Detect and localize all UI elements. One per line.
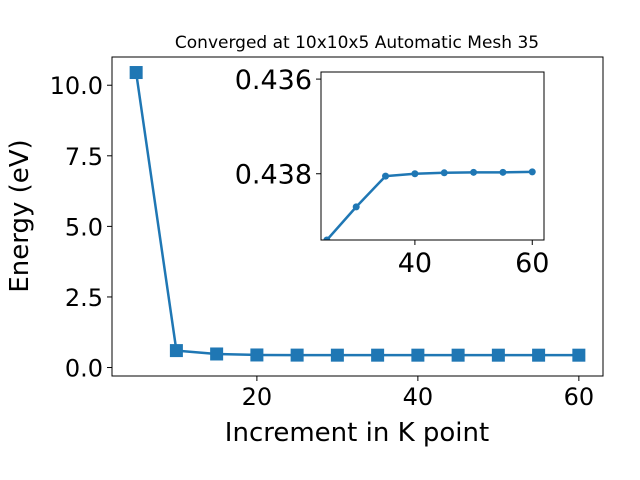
inset-data-point bbox=[470, 168, 478, 176]
main-data-point bbox=[572, 348, 586, 362]
inset-y-tick-label: 0.436 bbox=[235, 65, 312, 96]
main-series-line bbox=[134, 72, 579, 357]
inset-data-point bbox=[411, 170, 419, 178]
main-series bbox=[129, 66, 586, 362]
x-axis-label: Increment in K point bbox=[225, 418, 489, 448]
inset-series-line bbox=[325, 170, 533, 240]
main-data-point bbox=[210, 347, 224, 361]
inset-x-tick-label: 40 bbox=[398, 248, 432, 279]
inset-data-point bbox=[382, 172, 390, 180]
inset-x-tick-label: 60 bbox=[515, 248, 549, 279]
main-data-point bbox=[411, 348, 425, 362]
main-ticks: 20 40 60 0.0 2.5 5.0 7.5 10.0 bbox=[50, 72, 595, 411]
main-data-point bbox=[250, 348, 264, 362]
main-data-point bbox=[451, 348, 465, 362]
main-data-point bbox=[371, 348, 385, 362]
main-y-tick-label: 0.0 bbox=[65, 355, 103, 383]
main-data-point bbox=[330, 348, 344, 362]
main-x-tick-label: 60 bbox=[564, 383, 595, 411]
main-y-tick-label: 10.0 bbox=[50, 72, 103, 100]
main-plot-frame bbox=[111, 56, 604, 377]
inset-plot-frame bbox=[320, 71, 545, 241]
inset-chart: 40 60 0.436 0.438 bbox=[235, 65, 550, 279]
y-axis-label: Energy (eV) bbox=[5, 139, 35, 292]
inset-data-point bbox=[440, 169, 448, 177]
main-chart: Converged at 10x10x5 Automatic Mesh 35 I… bbox=[5, 33, 604, 448]
inset-data-point bbox=[352, 203, 360, 211]
inset-ticks: 40 60 0.436 0.438 bbox=[235, 65, 550, 279]
main-data-point bbox=[129, 66, 143, 80]
inset-data-point bbox=[323, 236, 331, 240]
inset-data-point bbox=[499, 168, 507, 176]
inset-y-tick-label: 0.438 bbox=[235, 160, 312, 191]
inset-background bbox=[321, 72, 544, 240]
main-y-tick-label: 5.0 bbox=[65, 213, 103, 241]
chart-title: Converged at 10x10x5 Automatic Mesh 35 bbox=[175, 33, 539, 53]
main-y-tick-label: 2.5 bbox=[65, 284, 103, 312]
main-x-tick-label: 20 bbox=[242, 383, 273, 411]
main-data-point bbox=[532, 348, 546, 362]
inset-series bbox=[323, 168, 536, 240]
inset-data-point bbox=[528, 168, 536, 176]
main-y-tick-label: 7.5 bbox=[65, 143, 103, 171]
main-data-point bbox=[169, 344, 183, 358]
main-data-point bbox=[491, 348, 505, 362]
main-x-tick-label: 40 bbox=[403, 383, 434, 411]
main-data-point bbox=[290, 348, 304, 362]
